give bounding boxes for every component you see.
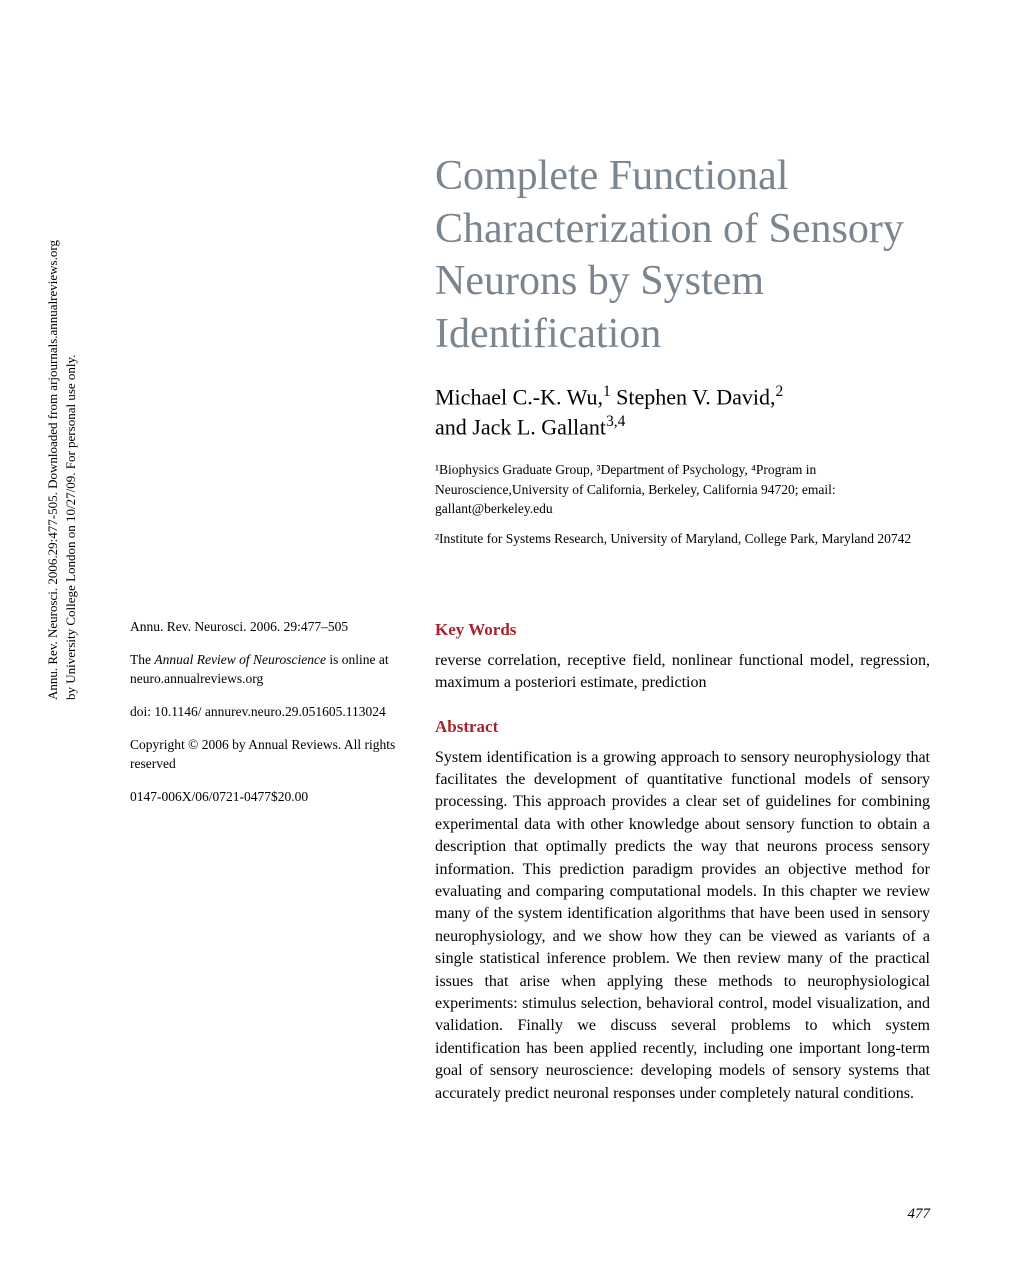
authors-line: Michael C.-K. Wu,1 Stephen V. David,2and… [435,382,930,442]
main-text-column: Key Words reverse correlation, receptive… [435,618,930,1105]
issn-price: 0147-006X/06/0721-0477$20.00 [130,788,405,807]
metadata-column: Annu. Rev. Neurosci. 2006. 29:477–505 Th… [130,618,435,1105]
affiliation-1: ¹Biophysics Graduate Group, ³Department … [435,460,930,519]
sidebar-line1: Annu. Rev. Neurosci. 2006.29:477-505. Do… [45,240,60,700]
affiliation-2: ²Institute for Systems Research, Univers… [435,529,930,549]
online-note: The Annual Review of Neuroscience is onl… [130,651,405,689]
journal-reference: Annu. Rev. Neurosci. 2006. 29:477–505 [130,618,405,637]
page-number: 477 [908,1206,931,1223]
article-title: Complete Functional Characterization of … [435,150,930,360]
doi: doi: 10.1146/ annurev.neuro.29.051605.11… [130,703,405,722]
page-content: Complete Functional Characterization of … [130,150,930,1105]
keywords-heading: Key Words [435,618,930,642]
sidebar-line2: by University College London on 10/27/09… [63,355,78,700]
keywords-text: reverse correlation, receptive field, no… [435,650,930,695]
abstract-heading: Abstract [435,715,930,739]
abstract-text: System identification is a growing appro… [435,747,930,1105]
affiliations: ¹Biophysics Graduate Group, ³Department … [435,460,930,548]
lower-columns: Annu. Rev. Neurosci. 2006. 29:477–505 Th… [130,618,930,1105]
copyright: Copyright © 2006 by Annual Reviews. All … [130,736,405,774]
download-citation-sidebar: Annu. Rev. Neurosci. 2006.29:477-505. Do… [45,240,61,700]
download-citation-sidebar-2: by University College London on 10/27/09… [63,355,79,700]
